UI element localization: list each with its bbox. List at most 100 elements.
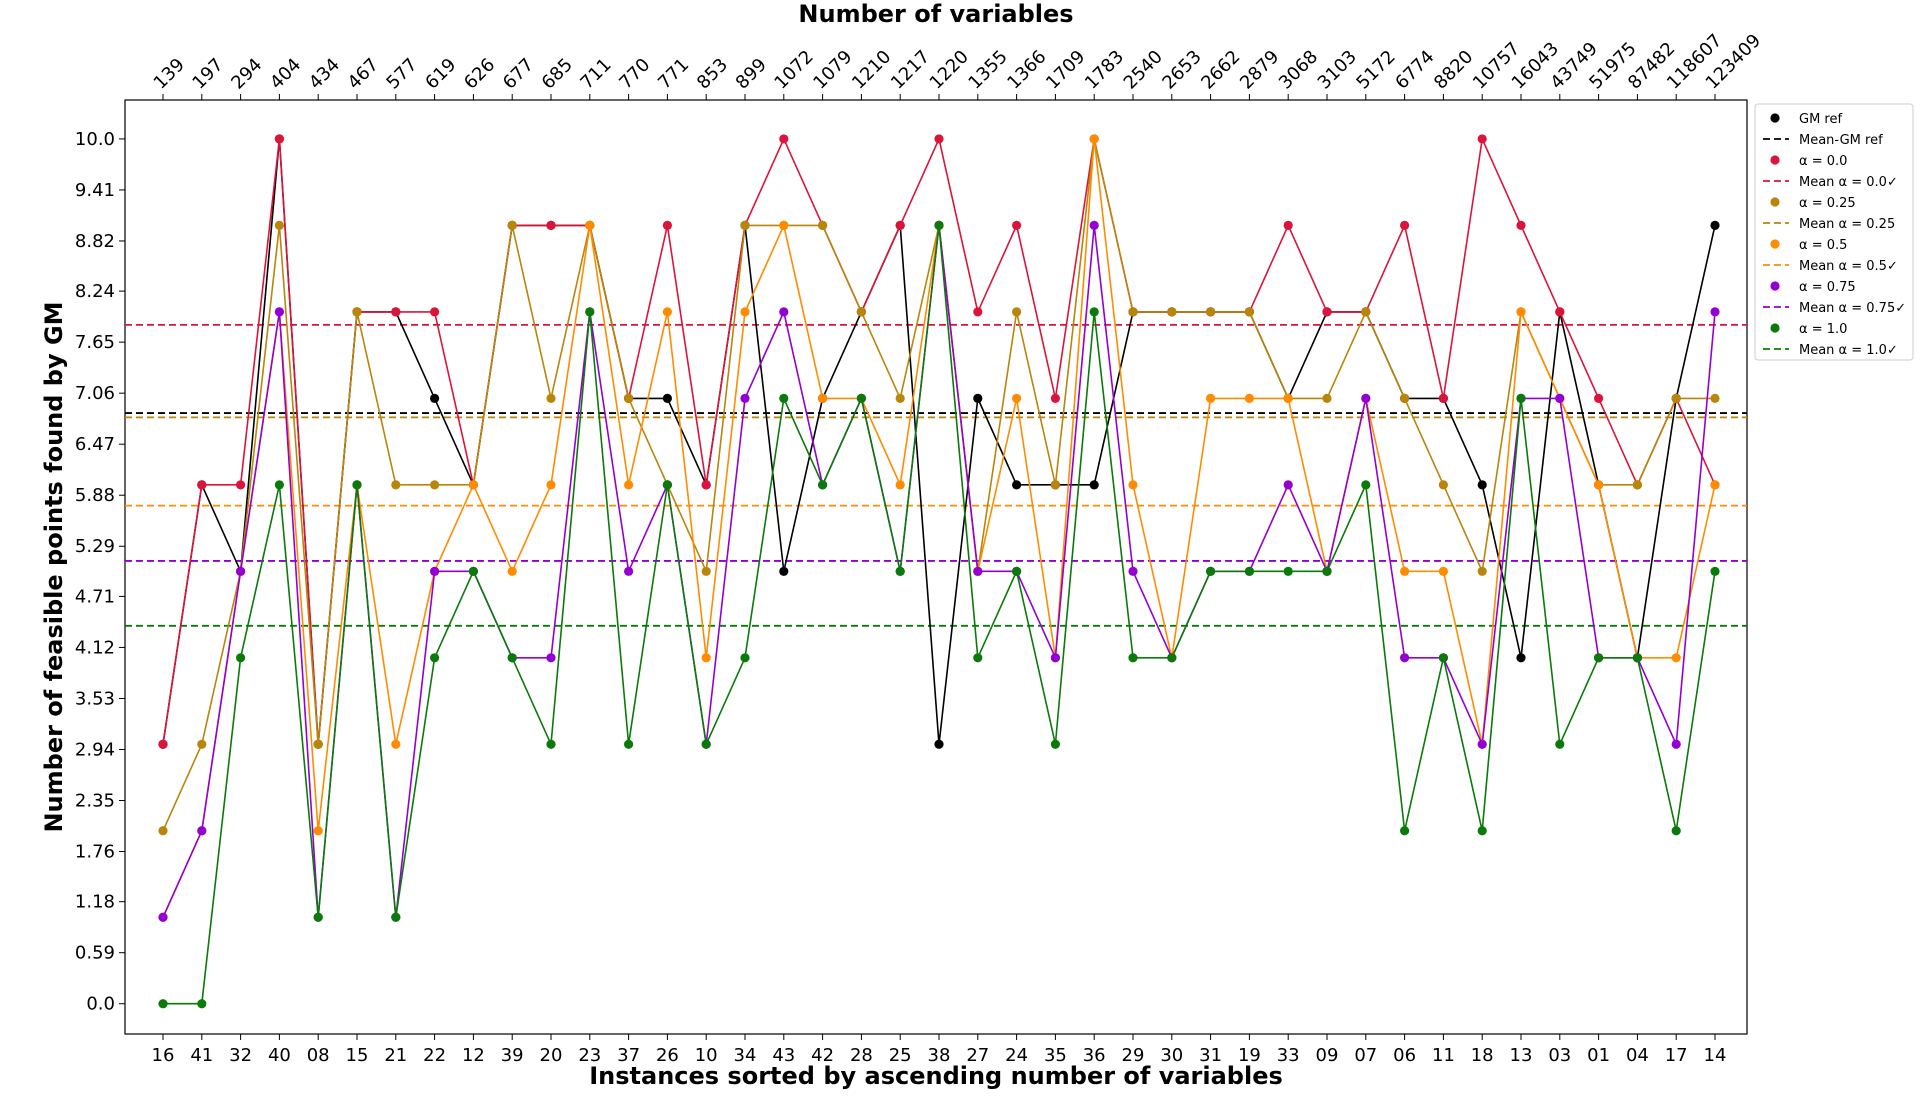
x-tick-label: 22 (423, 1045, 446, 1066)
data-point (1671, 393, 1681, 403)
x-tick-label: 19 (1238, 1045, 1261, 1066)
x2-tick-label: 197 (188, 54, 227, 93)
data-point (818, 480, 828, 490)
x-tick-label: 29 (1122, 1045, 1145, 1066)
data-point (701, 480, 711, 490)
data-point (158, 739, 168, 749)
legend-mean-label: Mean α = 0.75✓ (1799, 301, 1906, 316)
data-point (468, 566, 478, 576)
data-point (624, 566, 634, 576)
data-point (856, 393, 867, 403)
data-point (1206, 566, 1216, 576)
y-tick-label: 1.76 (75, 842, 115, 863)
x-tick-label: 07 (1354, 1045, 1377, 1066)
y-tick-label: 2.94 (75, 739, 115, 760)
x-tick-label: 09 (1316, 1045, 1339, 1066)
data-point (662, 393, 673, 403)
data-point (1050, 480, 1060, 490)
data-point (1516, 307, 1526, 317)
legend-mean-label: Mean α = 0.25 (1799, 217, 1895, 232)
legend-mean-label: Mean α = 0.0✓ (1799, 175, 1898, 190)
x2-tick-label: 1079 (809, 46, 856, 93)
data-point (274, 480, 284, 490)
x2-tick-label: 1355 (964, 46, 1011, 93)
data-point (740, 653, 750, 663)
data-point (1167, 307, 1177, 317)
data-point (1206, 393, 1216, 403)
legend-marker (1770, 281, 1780, 291)
data-point (585, 307, 595, 317)
data-point (391, 912, 401, 922)
data-point (856, 307, 867, 317)
x-tick-label: 11 (1432, 1045, 1455, 1066)
data-point (624, 480, 634, 490)
x2-tick-label: 3103 (1314, 46, 1361, 93)
data-point (507, 566, 517, 576)
y-tick-label: 6.47 (75, 434, 115, 455)
x2-tick-label: 770 (615, 54, 654, 93)
legend: GM ref Mean-GM ref α = 0.0 Mean α = 0.0✓ α =… (1754, 103, 1914, 361)
legend-mean-label: Mean α = 0.5✓ (1799, 259, 1898, 274)
data-point (1322, 566, 1332, 576)
x2-tick-label: 139 (150, 54, 189, 93)
data-point (1283, 566, 1293, 576)
x2-tick-label: 1783 (1081, 46, 1128, 93)
series-group (158, 220, 1720, 1009)
x2-tick-label: 434 (305, 54, 344, 93)
x-tick-label: 43 (772, 1045, 795, 1066)
data-point (1012, 307, 1022, 317)
x-tick-label: 35 (1044, 1045, 1067, 1066)
x2-axis-title: Number of variables (798, 0, 1073, 28)
x-tick-label: 41 (190, 1045, 213, 1066)
x-ticks-top: 139 197 294 404 434 467 577 619 626 677 685 711 770 7… (150, 30, 1765, 100)
data-point (895, 220, 905, 230)
data-point (1671, 653, 1681, 663)
data-point (1244, 393, 1254, 403)
data-point (1400, 826, 1410, 836)
x2-tick-label: 619 (421, 54, 460, 93)
data-point (1089, 480, 1099, 490)
legend-marker (1770, 155, 1780, 165)
legend-box (1754, 103, 1914, 361)
x-tick-label: 21 (384, 1045, 407, 1066)
data-point (313, 912, 323, 922)
x-tick-label: 27 (966, 1045, 989, 1066)
data-point (507, 653, 517, 663)
x-tick-label: 04 (1626, 1045, 1649, 1066)
data-point (391, 480, 401, 490)
x-tick-label: 32 (229, 1045, 252, 1066)
data-point (546, 393, 556, 403)
legend-label: α = 1.0 (1799, 322, 1847, 337)
data-point (1555, 307, 1565, 317)
data-point (895, 566, 905, 576)
y-axis-title: Number of feasible points found by GM (40, 301, 68, 832)
x2-tick-label: 577 (382, 54, 421, 93)
data-point (1671, 739, 1681, 749)
data-point (391, 307, 401, 317)
data-point (779, 566, 789, 576)
x2-tick-label: 1072 (770, 46, 817, 93)
data-point (430, 307, 440, 317)
x2-tick-label: 685 (538, 54, 577, 93)
series-line (162, 138, 1716, 918)
legend-label: α = 0.75 (1799, 280, 1856, 295)
data-point (197, 826, 207, 836)
legend-marker (1770, 239, 1780, 249)
x2-tick-label: 1217 (887, 46, 934, 93)
x-tick-label: 14 (1704, 1045, 1727, 1066)
data-point (1477, 480, 1487, 490)
x2-tick-label: 2662 (1197, 46, 1244, 93)
data-point (158, 826, 168, 836)
data-point (1322, 307, 1332, 317)
data-point (1710, 480, 1720, 490)
data-point (274, 220, 284, 230)
data-point (1710, 307, 1720, 317)
x-tick-label: 25 (889, 1045, 912, 1066)
data-point (624, 739, 634, 749)
y-tick-label: 0.59 (75, 943, 115, 964)
data-point (934, 739, 944, 749)
data-point (274, 307, 284, 317)
data-point (1516, 220, 1526, 230)
data-point (973, 653, 983, 663)
